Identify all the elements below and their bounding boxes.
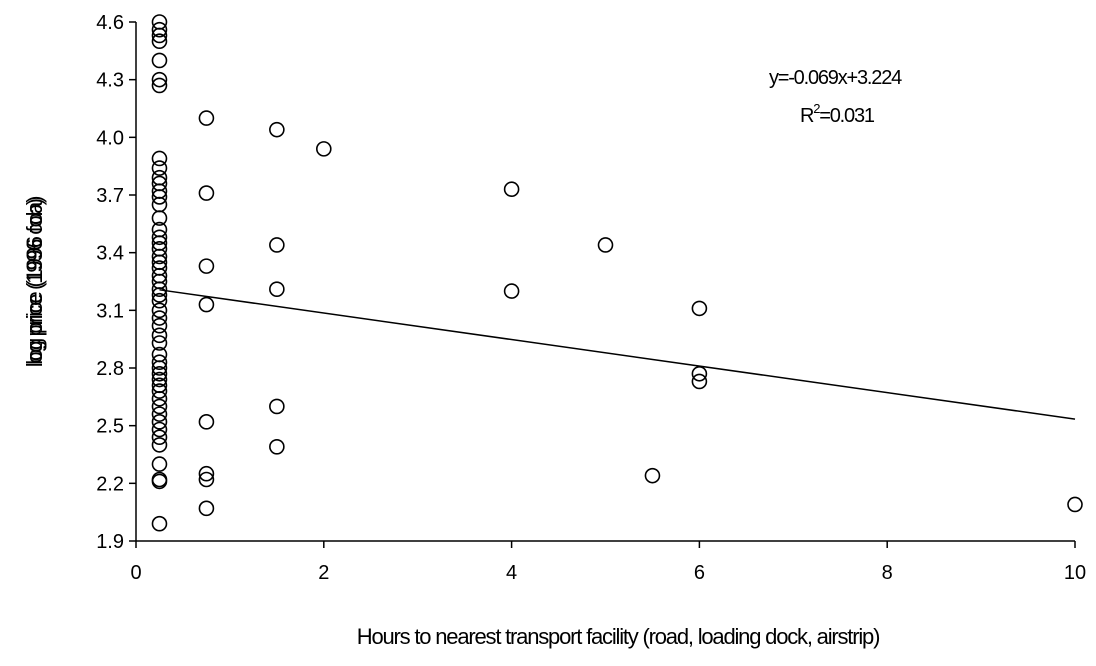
data-point: [151, 365, 168, 382]
data-point: [269, 281, 285, 297]
data-point: [151, 390, 168, 407]
data-point: [198, 465, 215, 482]
data-point: [151, 456, 168, 472]
x-tick-label: 4: [506, 562, 517, 584]
y-axis-title-layer-1: log price (1996 fob): [22, 199, 47, 365]
x-tick-label: 0: [130, 562, 141, 584]
data-point: [151, 21, 168, 38]
data-point: [151, 189, 168, 205]
r-squared-annotation: R2=0.031: [800, 101, 875, 127]
data-point: [151, 33, 168, 50]
y-tick-label: 2.5: [96, 416, 124, 438]
data-point: [269, 121, 285, 138]
y-tick-label: 2.8: [96, 358, 124, 380]
data-point: [315, 141, 332, 157]
data-point: [198, 296, 215, 313]
regression-equation: y=-0.069x+3.224: [769, 67, 902, 89]
data-point: [151, 229, 168, 246]
x-axis: 0 2 4 6 8 10: [130, 540, 1086, 584]
data-point: [198, 258, 215, 274]
data-point: [269, 237, 285, 253]
data-point: [151, 27, 168, 44]
trendline: [159, 289, 1076, 420]
data-point: [151, 292, 168, 309]
data-points: [151, 14, 1083, 532]
y-axis: 1.9 2.2 2.5 2.8 3.1 3.4 3.7 4.0 4.3 4.6: [96, 12, 137, 553]
y-tick-label: 2.2: [96, 473, 124, 495]
data-point: [151, 287, 168, 303]
data-point: [151, 248, 168, 265]
y-tick-label: 4.3: [96, 70, 124, 92]
data-point: [198, 185, 215, 201]
data-point: [151, 281, 168, 297]
y-tick-label: 1.9: [96, 531, 124, 553]
data-point: [151, 210, 168, 226]
data-point: [691, 365, 708, 382]
data-point: [151, 160, 168, 176]
r-squared-superscript: 2: [813, 101, 820, 116]
data-point: [503, 283, 520, 299]
data-point: [151, 383, 168, 399]
data-point: [151, 414, 168, 430]
data-point: [691, 300, 708, 317]
data-point: [151, 406, 168, 422]
r-squared-value: =0.031: [819, 105, 875, 127]
data-point: [151, 473, 168, 490]
data-point: [151, 371, 168, 388]
y-tick-label: 3.4: [96, 243, 124, 265]
x-tick-label: 2: [318, 562, 329, 584]
data-point: [151, 77, 168, 94]
data-point: [1067, 496, 1083, 513]
data-point: [151, 429, 168, 446]
y-tick-label: 3.7: [96, 185, 124, 207]
y-tick-label: 4.0: [96, 127, 124, 149]
trendline-group: [159, 289, 1076, 420]
data-point: [151, 515, 168, 532]
x-tick-label: 10: [1064, 562, 1086, 584]
data-point: [198, 110, 215, 126]
data-point: [151, 421, 168, 438]
data-point: [151, 150, 168, 167]
x-axis-title: Hours to nearest transport facility (roa…: [357, 624, 879, 649]
data-point: [644, 467, 661, 484]
data-point: [151, 335, 168, 351]
data-point: [691, 373, 708, 390]
r-squared-prefix: R: [800, 105, 814, 127]
data-point: [151, 437, 168, 453]
data-point: [151, 52, 168, 69]
y-tick-label: 3.1: [96, 300, 124, 322]
data-point: [198, 500, 215, 517]
data-point: [151, 327, 168, 344]
x-tick-label: 6: [694, 562, 705, 584]
x-tick-label: 8: [882, 562, 893, 584]
y-axis-title-layer-2: log price (1996 coa): [22, 197, 47, 367]
data-point: [269, 398, 285, 415]
data-point: [269, 439, 285, 455]
y-tick-label: 4.6: [96, 12, 124, 34]
data-point: [151, 302, 168, 319]
data-point: [151, 317, 168, 334]
data-point: [151, 398, 168, 415]
data-point: [198, 414, 215, 430]
data-point: [597, 237, 614, 253]
data-point: [198, 471, 215, 488]
data-point: [151, 354, 168, 371]
data-point: [151, 310, 168, 326]
data-point: [503, 181, 520, 198]
data-point: [151, 360, 168, 376]
data-point: [151, 71, 168, 88]
